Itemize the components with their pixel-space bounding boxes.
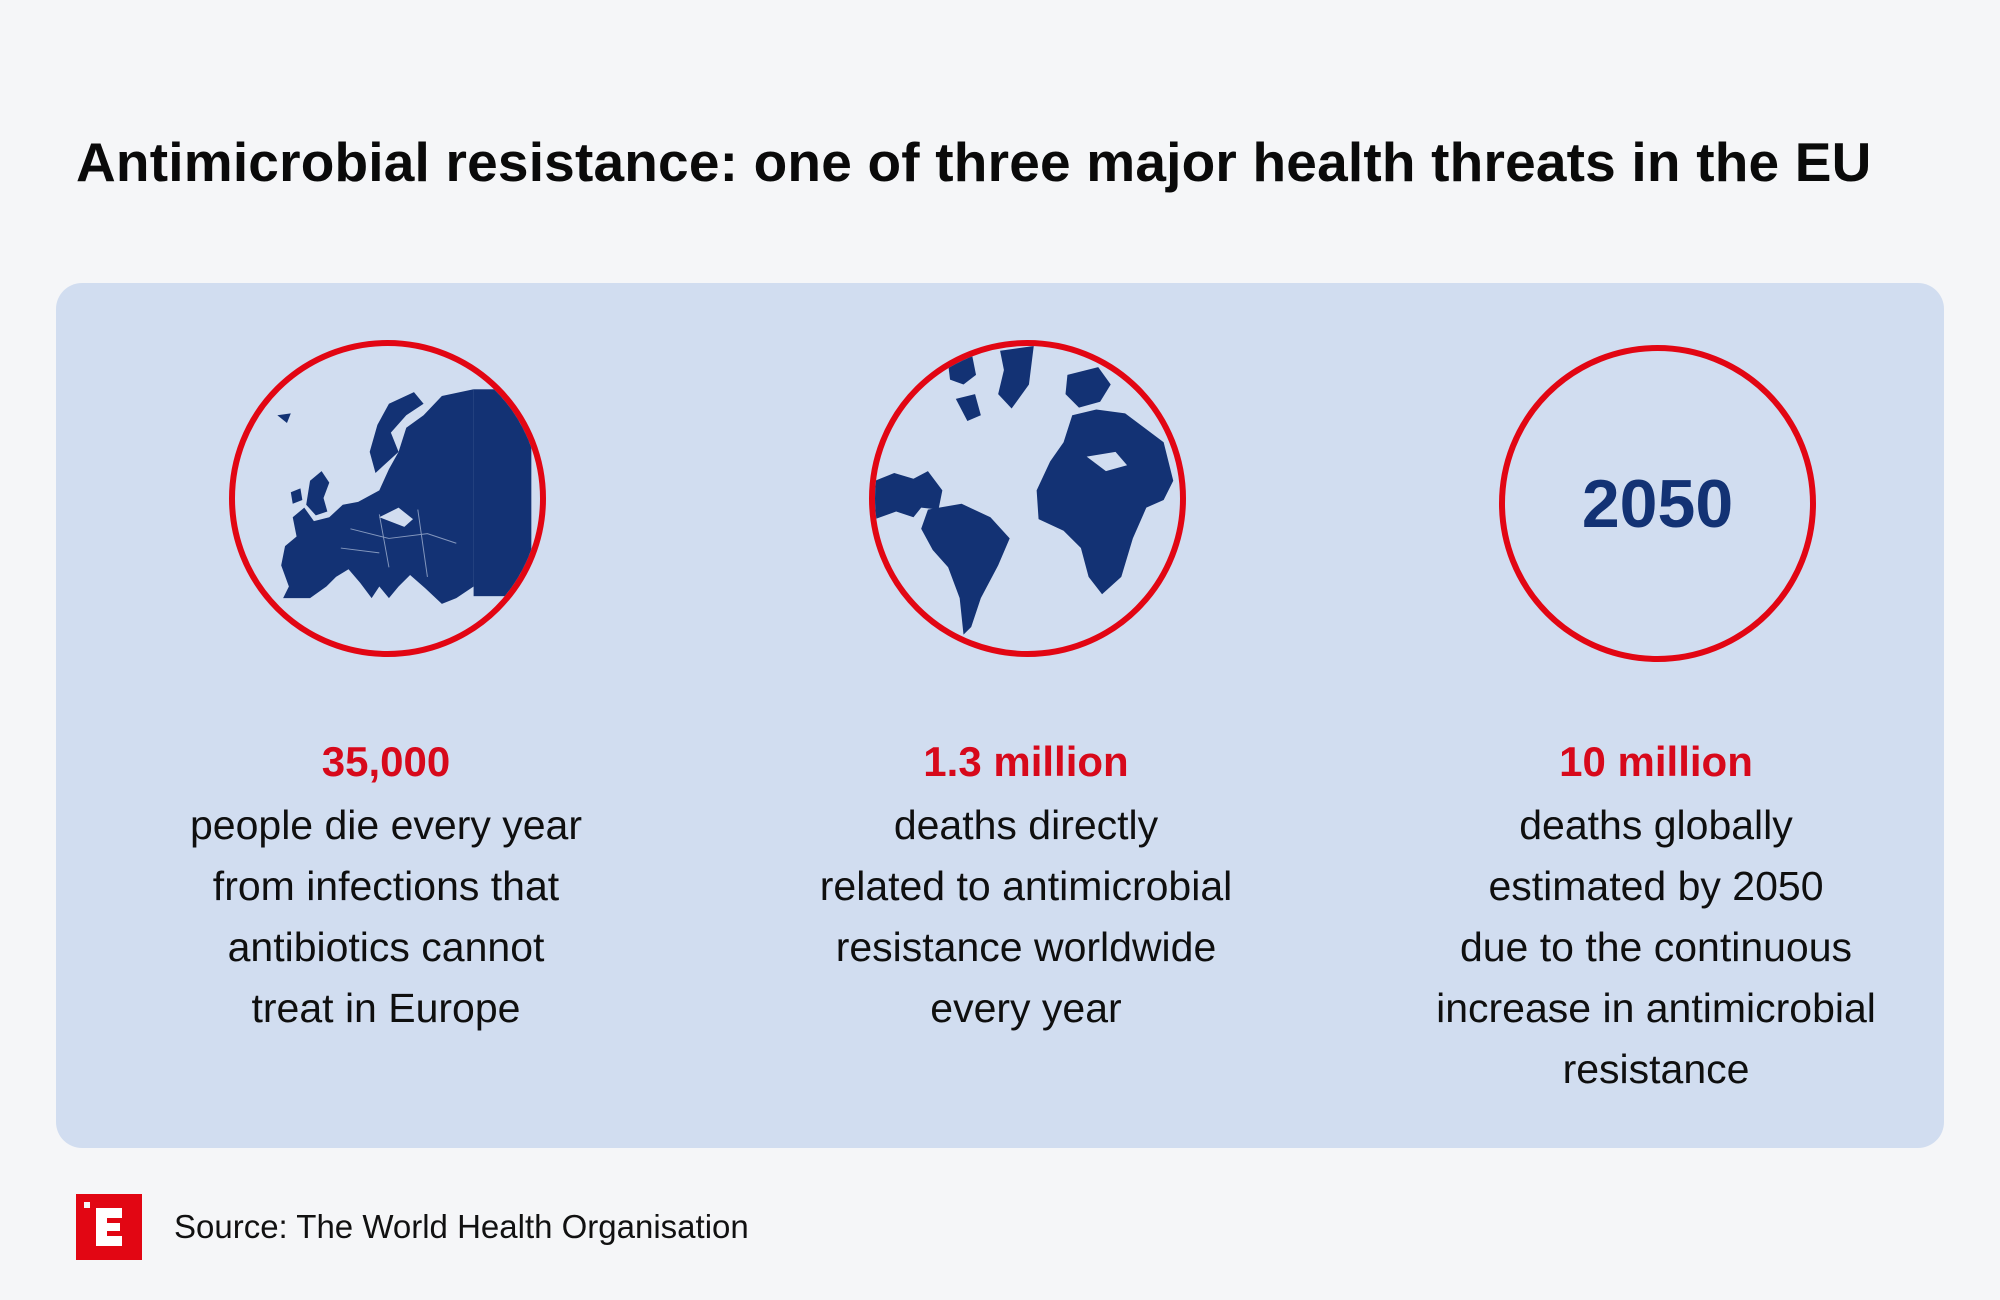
desc-line: antibiotics cannot bbox=[227, 924, 545, 970]
desc-line: due to the continuous bbox=[1459, 924, 1853, 970]
globe-icon bbox=[869, 340, 1186, 657]
desc-line: deaths directly bbox=[893, 802, 1159, 848]
desc-line: resistance bbox=[1562, 1046, 1750, 1092]
stat-value: 1.3 million bbox=[923, 738, 1129, 785]
stat-value: 35,000 bbox=[321, 738, 451, 785]
year-badge-text: 2050 bbox=[1581, 465, 1734, 542]
desc-line: deaths globally bbox=[1519, 802, 1793, 848]
stat-description: deaths directly related to antimicrobial… bbox=[726, 795, 1326, 1039]
desc-line: every year bbox=[930, 985, 1122, 1031]
desc-line: related to antimicrobial bbox=[819, 863, 1233, 909]
stat-description: deaths globally estimated by 2050 due to… bbox=[1386, 795, 1926, 1100]
desc-line: estimated by 2050 bbox=[1488, 863, 1824, 909]
stats-panel: 35,000 people die every year from infect… bbox=[56, 283, 1944, 1148]
desc-line: treat in Europe bbox=[251, 985, 521, 1031]
desc-line: from infections that bbox=[212, 863, 560, 909]
year-badge: 2050 bbox=[1499, 345, 1816, 662]
stat-card-world: 1.3 million deaths directly related to a… bbox=[726, 283, 1326, 1148]
brand-logo bbox=[76, 1194, 142, 1260]
desc-line: resistance worldwide bbox=[835, 924, 1217, 970]
stat-card-2050: 2050 10 million deaths globally estimate… bbox=[1386, 283, 1926, 1148]
stat-card-europe: 35,000 people die every year from infect… bbox=[86, 283, 686, 1148]
stat-description: people die every year from infections th… bbox=[86, 795, 686, 1039]
page-title: Antimicrobial resistance: one of three m… bbox=[76, 131, 1872, 193]
stat-value: 10 million bbox=[1559, 738, 1753, 785]
desc-line: people die every year bbox=[189, 802, 583, 848]
europe-map-icon bbox=[229, 340, 546, 657]
desc-line: increase in antimicrobial bbox=[1436, 985, 1876, 1031]
source-credit: Source: The World Health Organisation bbox=[174, 1208, 749, 1245]
